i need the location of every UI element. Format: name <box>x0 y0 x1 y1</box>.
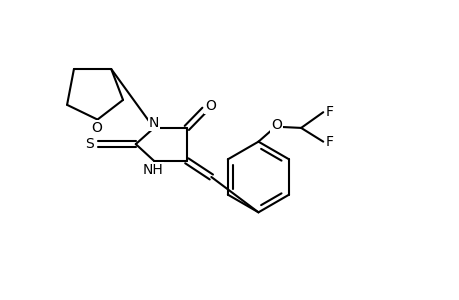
Text: O: O <box>91 122 102 135</box>
Text: F: F <box>325 135 333 149</box>
Text: F: F <box>325 105 333 119</box>
Text: O: O <box>205 99 215 113</box>
Text: O: O <box>271 118 281 133</box>
Text: S: S <box>85 137 94 151</box>
Text: N: N <box>148 116 159 130</box>
Text: NH: NH <box>142 163 163 177</box>
